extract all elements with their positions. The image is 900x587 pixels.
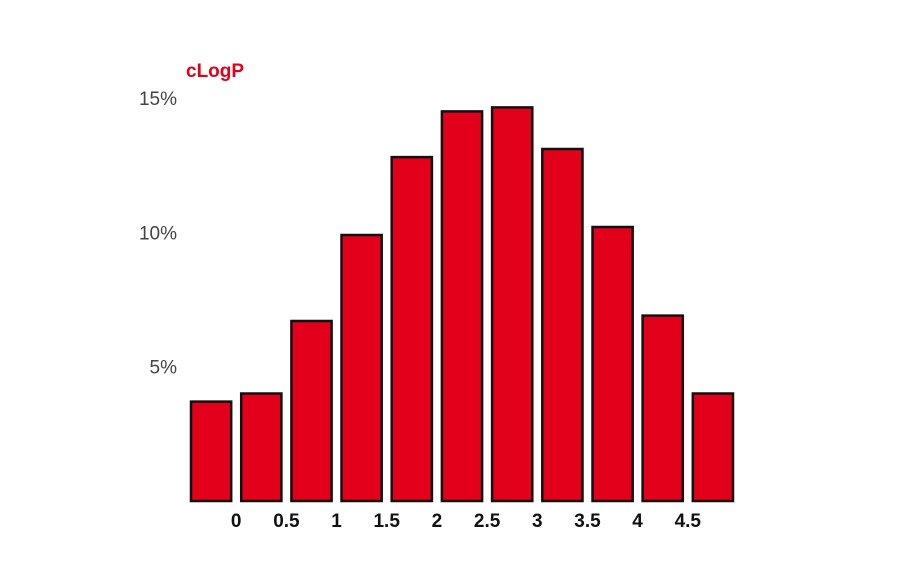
bars-group xyxy=(189,106,735,503)
bar-0 xyxy=(189,400,233,503)
x-tick-label-1: 0.5 xyxy=(273,511,300,532)
bar-8 xyxy=(591,225,634,503)
x-tick-label-3: 1.5 xyxy=(373,511,400,532)
x-tick-label-0: 0 xyxy=(231,511,242,532)
bar-1 xyxy=(239,392,283,503)
y-tick-label-0: 5% xyxy=(150,358,178,379)
x-axis: 0 0.5 1 1.5 2 2.5 3 3.5 4 4.5 xyxy=(231,511,702,532)
chart-title: cLogP xyxy=(186,61,244,82)
bar-4 xyxy=(390,155,434,503)
bar-6 xyxy=(490,106,534,503)
y-axis: 5% 10% 15% xyxy=(139,89,177,379)
bar-10 xyxy=(691,392,735,503)
y-tick-label-2: 15% xyxy=(139,89,177,110)
x-tick-label-6: 3 xyxy=(532,511,543,532)
x-tick-label-4: 2 xyxy=(432,511,443,532)
bar-5 xyxy=(440,110,484,503)
bar-3 xyxy=(340,233,383,503)
x-tick-label-8: 4 xyxy=(632,511,643,532)
bar-9 xyxy=(641,314,685,503)
x-tick-label-9: 4.5 xyxy=(675,511,702,532)
bar-2 xyxy=(290,319,333,503)
x-tick-label-2: 1 xyxy=(331,511,342,532)
x-tick-label-7: 3.5 xyxy=(574,511,601,532)
bar-7 xyxy=(541,147,584,503)
y-tick-label-1: 10% xyxy=(139,223,177,244)
x-tick-label-5: 2.5 xyxy=(474,511,501,532)
